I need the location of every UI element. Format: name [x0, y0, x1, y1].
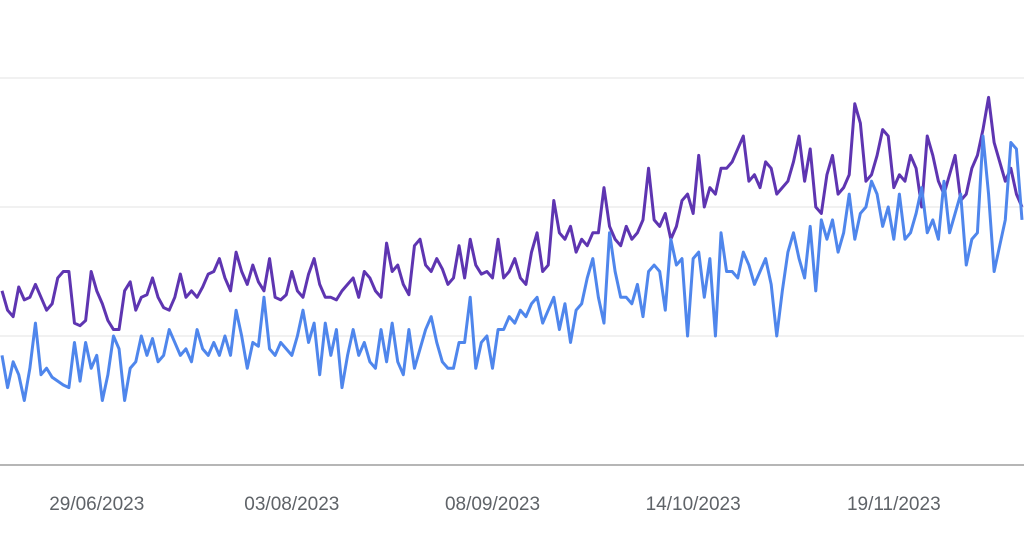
x-tick-label: 29/06/2023 — [49, 494, 144, 515]
x-tick-label: 08/09/2023 — [445, 494, 540, 515]
x-tick-label: 19/11/2023 — [847, 494, 941, 515]
series-line — [0, 95, 1024, 332]
x-tick-label: 03/08/2023 — [244, 494, 339, 515]
x-tick-label: 14/10/2023 — [646, 494, 741, 515]
series-line — [0, 134, 1024, 402]
